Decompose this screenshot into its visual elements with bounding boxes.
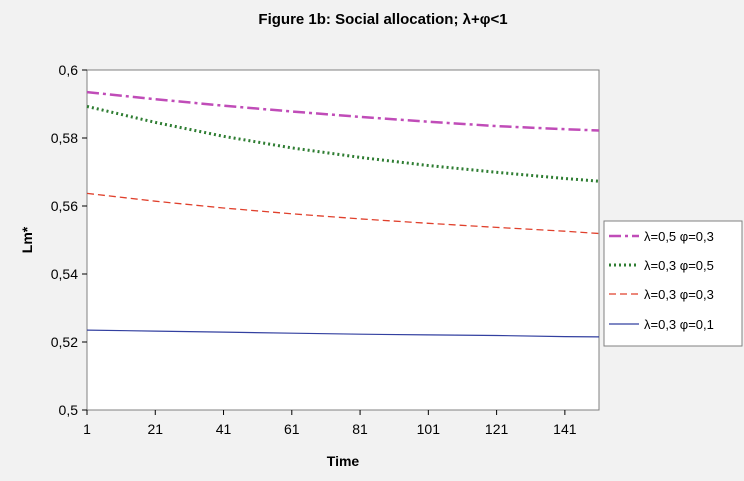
x-tick-label: 141 (553, 421, 577, 437)
series-line-2 (86, 104, 600, 183)
series-lines (86, 90, 600, 338)
x-tick-label: 101 (417, 421, 441, 437)
x-tick-label: 81 (352, 421, 368, 437)
y-tick-label: 0,5 (59, 402, 79, 418)
x-tick-label: 61 (284, 421, 300, 437)
x-axis-title: Time (327, 453, 360, 469)
y-tick-label: 0,58 (51, 130, 78, 146)
legend: λ=0,5 φ=0,3 λ=0,3 φ=0,5 λ=0,3 φ=0,3 λ=0,3 φ… (603, 220, 743, 347)
legend-label: λ=0,3 φ=0,5 (644, 258, 714, 273)
legend-label: λ=0,5 φ=0,3 (644, 229, 714, 244)
plot-area (86, 69, 600, 411)
x-tick-label: 121 (485, 421, 509, 437)
y-tick-label: 0,6 (59, 62, 79, 78)
y-axis-title: Lm* (19, 226, 35, 253)
series-line-4 (86, 329, 600, 338)
x-tick-label: 41 (216, 421, 232, 437)
y-tick-label: 0,52 (51, 334, 78, 350)
y-tick-label: 0,56 (51, 198, 78, 214)
y-axis-ticks: 0,5 0,52 0,54 0,56 0,58 0,6 (51, 62, 87, 418)
x-tick-label: 1 (83, 421, 91, 437)
legend-box (603, 220, 743, 347)
legend-label: λ=0,3 φ=0,1 (644, 317, 714, 332)
y-tick-label: 0,54 (51, 266, 78, 282)
legend-label: λ=0,3 φ=0,3 (644, 287, 714, 302)
x-axis-ticks: 1 21 41 61 81 101 121 141 (83, 410, 577, 437)
x-tick-label: 21 (147, 421, 163, 437)
chart-title: Figure 1b: Social allocation; λ+φ<1 (258, 11, 507, 28)
series-line-3 (86, 192, 600, 235)
